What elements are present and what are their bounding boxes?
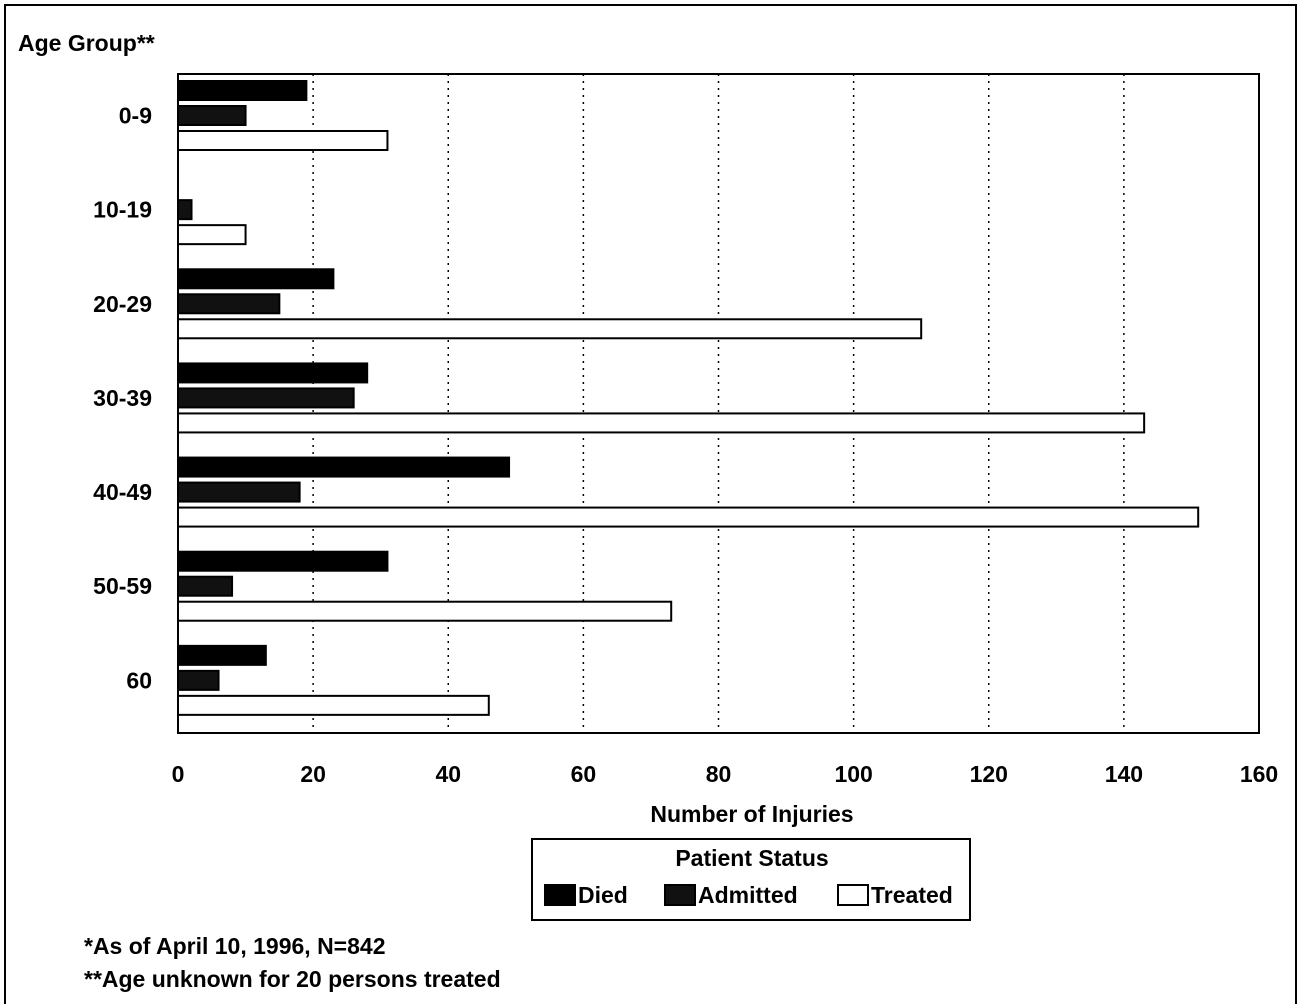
category-label-60: 60 — [126, 667, 152, 693]
bar-admitted-50-59 — [177, 575, 234, 597]
x-tick-label-140: 140 — [1105, 761, 1143, 787]
bar-treated-20-29 — [177, 318, 923, 340]
bar-chart: Age Group** 0-9 10-19 20-29 30-39 40-49 50-59… — [18, 30, 1279, 921]
bar-died-30-39 — [177, 362, 369, 384]
legend-label-died: Died — [578, 882, 628, 908]
bar-died-60 — [177, 644, 267, 666]
x-tick-label-120: 120 — [970, 761, 1008, 787]
category-label-40-49: 40-49 — [93, 479, 152, 505]
bar-died-0-9 — [177, 80, 308, 101]
bar-admitted-0-9 — [177, 105, 247, 126]
plot-area — [177, 73, 1260, 734]
bar-died-40-49 — [177, 456, 511, 478]
bar-treated-10-19 — [177, 224, 247, 246]
category-label-50-59: 50-59 — [93, 573, 152, 599]
x-tick-label-160: 160 — [1240, 761, 1278, 787]
bars — [177, 80, 1200, 716]
category-label-30-39: 30-39 — [93, 385, 152, 411]
bar-treated-50-59 — [177, 600, 673, 622]
footnote-age: **Age unknown for 20 persons treated — [84, 966, 501, 992]
x-tick-label-40: 40 — [435, 761, 461, 787]
legend-items: Died Admitted Treated — [544, 882, 953, 908]
legend-label-treated: Treated — [871, 882, 953, 908]
category-label-20-29: 20-29 — [93, 291, 152, 317]
x-tick-label-20: 20 — [300, 761, 326, 787]
x-tick-label-100: 100 — [834, 761, 872, 787]
legend-swatch-treated — [837, 884, 869, 906]
legend-title: Patient Status — [675, 845, 828, 871]
legend-label-admitted: Admitted — [698, 882, 798, 908]
bar-treated-30-39 — [177, 412, 1146, 434]
category-label-10-19: 10-19 — [93, 197, 152, 223]
bar-admitted-20-29 — [177, 293, 281, 315]
x-tick-label-0: 0 — [172, 761, 185, 787]
x-axis-title: Number of Injuries — [650, 801, 853, 827]
bar-admitted-40-49 — [177, 481, 301, 503]
legend-box — [531, 838, 971, 921]
bar-admitted-10-19 — [177, 199, 193, 221]
category-label-0-9: 0-9 — [119, 103, 152, 129]
bar-treated-0-9 — [177, 130, 389, 151]
bar-admitted-30-39 — [177, 387, 355, 409]
bar-treated-60 — [177, 694, 490, 716]
category-labels: 0-9 10-19 20-29 30-39 40-49 50-59 60 — [93, 103, 152, 694]
x-tick-labels: 0 20 40 60 80 100 120 140 160 — [172, 761, 1279, 787]
grid-lines — [312, 74, 1125, 733]
bar-admitted-60 — [177, 669, 220, 691]
bar-treated-40-49 — [177, 506, 1200, 528]
x-tick-label-80: 80 — [706, 761, 732, 787]
figure-frame — [4, 4, 1297, 1004]
footnote-date: *As of April 10, 1996, N=842 — [84, 933, 386, 959]
legend-swatch-admitted — [664, 884, 696, 906]
legend-swatch-died — [544, 884, 576, 906]
bar-died-50-59 — [177, 550, 389, 572]
bar-died-20-29 — [177, 268, 335, 290]
x-tick-label-60: 60 — [571, 761, 597, 787]
y-axis-title: Age Group** — [18, 30, 155, 56]
legend: Patient Status Died Admitted Treated — [531, 838, 971, 921]
